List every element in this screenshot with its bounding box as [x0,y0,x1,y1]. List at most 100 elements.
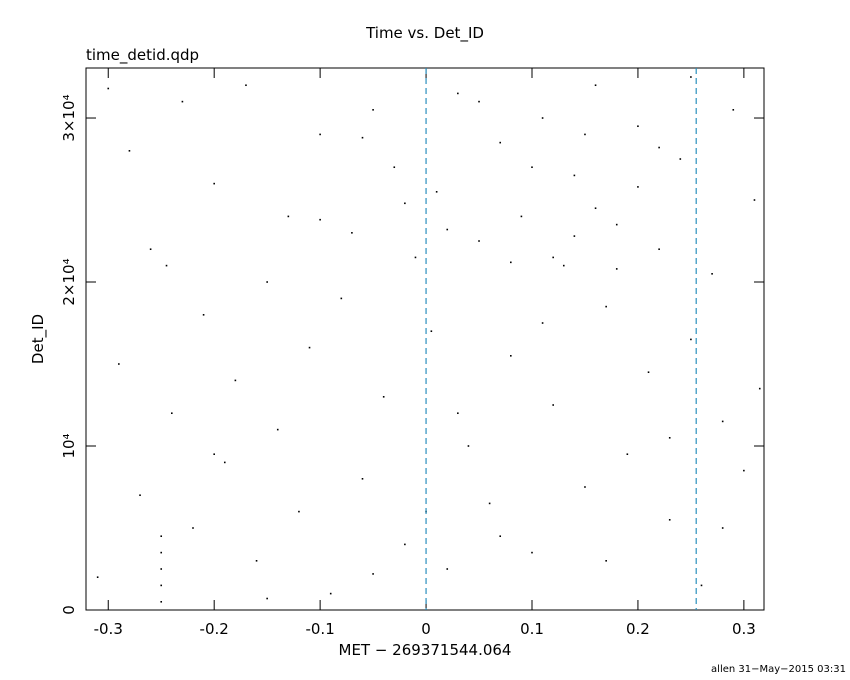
point [404,202,406,205]
point [488,502,491,505]
y-tick-label: 0 [60,605,78,615]
point [298,510,300,513]
point [245,84,247,87]
point [637,125,639,128]
point [276,428,279,431]
point [531,551,533,554]
point [520,215,523,218]
point [435,191,438,193]
point [658,248,660,251]
point [541,117,544,119]
point [478,240,480,242]
x-tick-label: 0 [421,620,431,638]
point [647,371,650,374]
point [266,597,268,600]
point [446,228,449,231]
point [319,218,321,221]
x-tick-label: -0.3 [94,620,123,638]
point [510,261,512,264]
point [690,76,692,78]
point [139,494,141,497]
point [594,207,597,210]
point [658,146,660,149]
point [118,363,120,365]
point [467,445,470,447]
y-axis-label: Det_ID [29,314,48,364]
point [266,281,268,283]
point [637,186,639,188]
point [531,166,533,169]
point [743,469,745,472]
point [668,519,671,521]
plot-frame [85,67,765,611]
point [160,568,163,570]
point [372,109,374,111]
point [700,584,703,587]
chart-title: Time vs. Det_ID [365,24,484,43]
point [615,223,618,226]
point [160,535,163,538]
point [721,527,724,529]
point [319,133,321,136]
point [626,453,629,456]
point [573,174,576,177]
point [562,264,565,267]
point [351,232,353,234]
point [160,601,163,603]
point [414,256,417,259]
point [223,461,226,464]
point [605,560,607,562]
point [711,273,713,275]
point [340,297,343,300]
point [446,568,449,570]
x-tick-label: 0.3 [732,620,756,638]
point [615,268,618,270]
point [584,133,586,136]
point [202,314,205,316]
point [499,141,502,144]
point [372,573,374,575]
footer: allen 31−May−2015 03:31 [711,664,846,675]
point [552,256,554,259]
point [160,551,163,554]
point [668,437,671,439]
point [594,84,597,87]
point [213,182,215,185]
point [234,379,237,382]
point [510,355,512,357]
point [361,478,364,480]
x-tick-label: -0.1 [305,620,334,638]
point [541,322,544,324]
y-tick-label: 2×10⁴ [60,258,78,305]
point [160,584,163,587]
point [361,136,364,139]
point [573,235,576,237]
point [430,330,433,333]
point [393,166,396,169]
point [329,592,332,595]
point [478,100,480,103]
point [382,396,385,398]
point [457,412,459,415]
point [171,412,173,415]
y-tick-label: 3×10⁴ [60,94,78,141]
point [552,404,554,406]
point [584,486,586,488]
point [107,87,110,90]
point [605,305,607,308]
x-tick-label: 0.1 [520,620,544,638]
x-tick-label: -0.2 [200,620,229,638]
x-tick-label: 0.2 [626,620,650,638]
chart-subtitle: time_detid.qdp [86,46,199,65]
point [732,109,735,111]
point [758,387,761,390]
x-axis-label: MET − 269371544.064 [339,641,512,659]
point [287,215,290,218]
point [679,158,682,160]
point [213,453,215,456]
y-tick-label: 10⁴ [60,433,78,458]
point [96,576,99,579]
point [457,92,459,95]
